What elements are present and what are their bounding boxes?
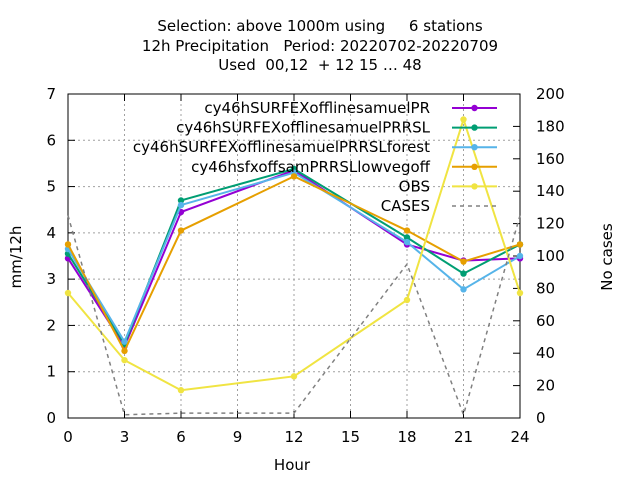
series-point bbox=[460, 258, 467, 265]
chart-title-line-1: Selection: above 1000m using 6 stations bbox=[157, 17, 483, 35]
x-tick-label: 18 bbox=[397, 428, 416, 446]
series-point bbox=[177, 387, 185, 394]
y2-tick-label: 0 bbox=[536, 409, 546, 427]
y-tick-label: 0 bbox=[46, 409, 56, 427]
series-point bbox=[460, 270, 467, 277]
series-point bbox=[290, 173, 298, 180]
axes: 0 3 6 9 12 15 18 21 2401234567020406080100120140… bbox=[46, 85, 564, 446]
y-tick-label: 3 bbox=[46, 270, 56, 288]
y2-tick-label: 200 bbox=[536, 85, 565, 103]
y-tick-label: 2 bbox=[46, 316, 56, 334]
legend-sample-point bbox=[471, 183, 478, 190]
series-point bbox=[64, 241, 72, 248]
x-tick-label: 0 bbox=[63, 428, 73, 446]
series-point bbox=[460, 286, 467, 293]
y2-tick-label: 60 bbox=[536, 312, 555, 330]
legend-label: cy46hSURFEXofflinesamuelPR bbox=[204, 99, 430, 117]
legend-label: cy46hsfxoffsamPRRSLlowvegoff bbox=[191, 158, 431, 176]
series-cases bbox=[67, 215, 521, 418]
legend-sample-point bbox=[471, 104, 478, 112]
series-point bbox=[403, 227, 411, 234]
series-point bbox=[403, 296, 411, 304]
series-point bbox=[516, 241, 524, 248]
y2-tick-label: 80 bbox=[536, 279, 555, 297]
legend-label: cy46hSURFEXofflinesamuelPRRSL bbox=[176, 119, 431, 137]
y-axis-label: mm/12h bbox=[7, 226, 25, 289]
y-tick-label: 7 bbox=[46, 85, 56, 103]
x-tick-label: 21 bbox=[454, 428, 473, 446]
series-point bbox=[121, 338, 128, 345]
series-point bbox=[460, 116, 467, 123]
grid bbox=[68, 94, 520, 418]
series-point bbox=[177, 201, 185, 209]
chart-title-line-2: 12h Precipitation Period: 20220702-20220… bbox=[141, 37, 499, 55]
y2-tick-label: 160 bbox=[536, 150, 565, 168]
legend-label: CASES bbox=[381, 197, 430, 215]
x-tick-label: 12 bbox=[284, 428, 303, 446]
y-tick-label: 1 bbox=[46, 363, 56, 381]
legend: cy46hSURFEXofflinesamuelPR cy46hSURFEXoff… bbox=[133, 99, 497, 215]
y2-tick-label: 120 bbox=[536, 215, 565, 233]
x-tick-label: 9 bbox=[233, 428, 243, 446]
legend-sample-point bbox=[471, 144, 478, 151]
x-tick-label: 15 bbox=[341, 428, 360, 446]
series-cy46h-sfxoff-sampr-rsl-lowvegoff bbox=[64, 173, 524, 355]
legend-label: cy46hSURFEXofflinesamuelPRRSLforest bbox=[133, 138, 430, 156]
y-tick-label: 6 bbox=[46, 131, 56, 149]
y2-tick-label: 180 bbox=[536, 117, 565, 135]
y2-tick-label: 20 bbox=[536, 377, 555, 395]
legend-sample-point bbox=[471, 163, 478, 170]
y-tick-label: 4 bbox=[46, 224, 56, 242]
series-point bbox=[403, 238, 411, 246]
chart-title-line-3: Used 00,12 + 12 15 … 48 bbox=[218, 56, 422, 74]
series-point bbox=[121, 347, 128, 355]
series-point bbox=[403, 234, 411, 241]
x-tick-label: 24 bbox=[510, 428, 529, 446]
y2-axis-label: No cases bbox=[598, 223, 616, 291]
x-tick-label: 6 bbox=[176, 428, 186, 446]
series-point bbox=[121, 356, 128, 364]
y2-tick-label: 40 bbox=[536, 344, 555, 362]
series-obs bbox=[64, 116, 524, 394]
y-tick-label: 5 bbox=[46, 178, 56, 196]
series-point bbox=[290, 373, 298, 380]
x-tick-label: 3 bbox=[120, 428, 130, 446]
legend-label: OBS bbox=[399, 177, 430, 195]
series-layer bbox=[64, 116, 524, 418]
series-point bbox=[177, 197, 185, 204]
y2-tick-label: 100 bbox=[536, 247, 565, 265]
series-point bbox=[516, 289, 524, 297]
series-point bbox=[516, 252, 524, 260]
legend-sample-point bbox=[471, 124, 478, 131]
series-line bbox=[67, 215, 521, 418]
y2-tick-label: 140 bbox=[536, 182, 565, 200]
series-point bbox=[64, 289, 72, 297]
series-point bbox=[177, 227, 185, 234]
x-axis-label: Hour bbox=[274, 456, 311, 474]
